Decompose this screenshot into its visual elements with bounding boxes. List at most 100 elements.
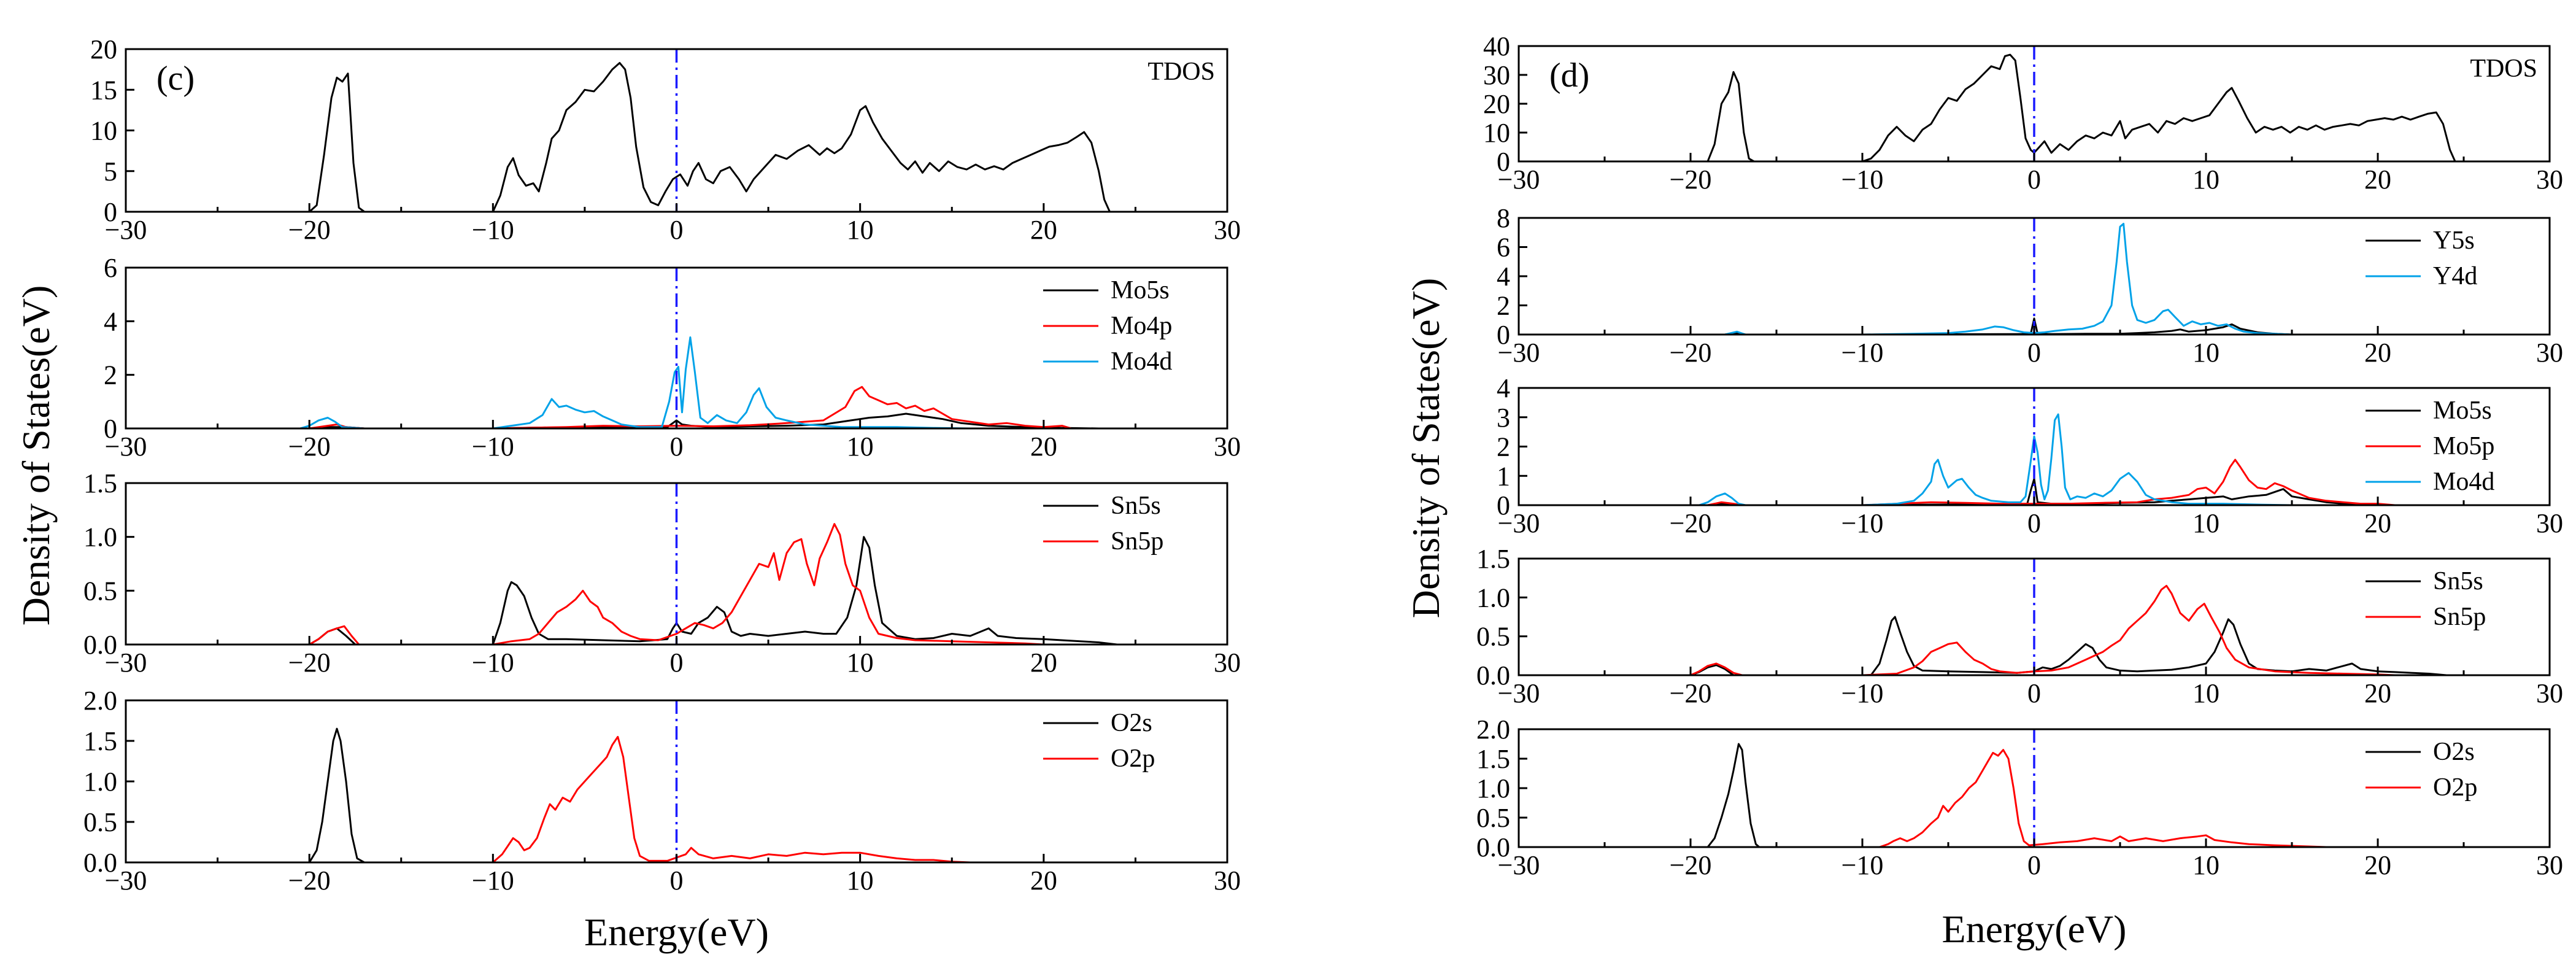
x-tick-label: 30: [1214, 648, 1241, 678]
y-tick-label: 0.0: [83, 848, 117, 878]
x-tick-label: −30: [1498, 508, 1540, 538]
y-tick-label: 0: [104, 414, 117, 444]
x-tick-label: 30: [2536, 850, 2563, 880]
legend-label-o2s: O2s: [1111, 709, 1152, 737]
y-tick-label: 1: [1497, 461, 1510, 491]
y-tick-label: 0.0: [1476, 660, 1510, 691]
y-tick-label: 0.5: [83, 807, 117, 837]
x-tick-label: 10: [847, 432, 874, 462]
y-tick-label: 30: [1483, 60, 1510, 90]
y-tick-label: 0: [1497, 147, 1510, 177]
series-sn5p-line: [1519, 584, 2550, 675]
series-o2p-line: [126, 735, 1227, 862]
y-tick-label: 1.0: [83, 767, 117, 797]
x-axis-title: Energy(eV): [1942, 907, 2127, 951]
y-tick-label: 4: [1497, 373, 1510, 403]
legend-label-mo4d: Mo4d: [2433, 468, 2494, 496]
panel-c-o: 0.0 0.5 1.0 1.5 2.0 −30 −20 −10 0 10 20 30 O2s O2p: [83, 686, 1241, 896]
y-tick-label: 0.5: [83, 576, 117, 606]
x-tick-label: −20: [288, 865, 331, 896]
x-tick-label: 20: [2364, 678, 2391, 708]
x-tick-label: 20: [1030, 215, 1057, 245]
legend-label-o2p: O2p: [2433, 773, 2477, 802]
x-tick-label: 20: [2364, 850, 2391, 880]
x-tick-label: 20: [2364, 508, 2391, 538]
series-tdos-line: [126, 62, 1227, 212]
y-axis-title: Density of States(eV): [14, 285, 58, 626]
x-tick-label: 20: [2364, 165, 2391, 195]
y-tick-label: 4: [1497, 261, 1510, 292]
legend-label-mo5p: Mo5p: [2433, 432, 2494, 460]
x-tick-label: −10: [472, 648, 514, 678]
x-tick-label: −10: [472, 865, 514, 896]
x-tick-label: −30: [1498, 850, 1540, 880]
x-tick-label: 10: [2192, 508, 2219, 538]
legend-label-tdos: TDOS: [1147, 58, 1215, 86]
x-tick-label: 20: [1030, 648, 1057, 678]
legend-label-sn5p: Sn5p: [1111, 527, 1163, 556]
x-tick-label: −20: [1670, 165, 1712, 195]
series-sn5s-line: [1519, 616, 2550, 675]
panel-d-sn: 0.0 0.5 1.0 1.5 −30 −20 −10 0 10 20 30 Sn5s Sn5p: [1476, 544, 2563, 708]
legend-label-o2p: O2p: [1111, 745, 1155, 773]
y-tick-label: 1.5: [1476, 544, 1510, 574]
x-tick-label: −30: [105, 865, 147, 896]
legend-label-mo5s: Mo5s: [1111, 276, 1170, 304]
x-tick-label: −30: [105, 215, 147, 245]
legend-label-sn5s: Sn5s: [2433, 567, 2483, 595]
y-tick-label: 20: [90, 34, 117, 64]
series-mo5s-line: [126, 412, 1227, 428]
legend-label-y4d: Y4d: [2433, 262, 2477, 290]
x-tick-label: 0: [2027, 338, 2041, 368]
x-tick-label: 30: [2536, 338, 2563, 368]
x-tick-label: −20: [1670, 850, 1712, 880]
panel-c-mo: 0 2 4 6 −30 −20 −10 0 10 20 30 Mo5s Mo4p Mo4d: [104, 253, 1241, 462]
x-tick-label: −30: [105, 432, 147, 462]
x-tick-label: 0: [2027, 508, 2041, 538]
y-tick-label: 8: [1497, 203, 1510, 233]
series-sn5s-line: [126, 536, 1227, 645]
y-tick-label: 4: [104, 306, 117, 336]
x-tick-label: 0: [670, 648, 684, 678]
panel-label: (d): [1549, 56, 1589, 95]
y-tick-label: 40: [1483, 31, 1510, 61]
x-tick-label: −30: [1498, 678, 1540, 708]
legend-label-mo5s: Mo5s: [2433, 397, 2492, 425]
y-tick-label: 0.0: [1476, 832, 1510, 862]
x-tick-label: 10: [2192, 678, 2219, 708]
x-tick-label: 10: [847, 648, 874, 678]
x-tick-label: 10: [847, 215, 874, 245]
x-tick-label: 0: [2027, 678, 2041, 708]
x-tick-label: −10: [1841, 508, 1884, 538]
y-tick-label: 20: [1483, 89, 1510, 119]
x-tick-label: 30: [2536, 165, 2563, 195]
y-tick-label: 10: [1483, 118, 1510, 148]
panel-d-o: 0.00.51.01.52.0 −30 −20 −10 0 10 20 30 O2s O2p: [1476, 714, 2563, 880]
y-tick-label: 15: [90, 75, 117, 105]
x-tick-label: −10: [1841, 850, 1884, 880]
y-tick-label: 2.0: [1476, 714, 1510, 745]
y-tick-label: 1.5: [83, 726, 117, 756]
x-tick-label: −10: [1841, 165, 1884, 195]
x-tick-label: 30: [1214, 865, 1241, 896]
x-tick-label: −30: [1498, 165, 1540, 195]
x-tick-label: 10: [2192, 165, 2219, 195]
series-sn5p-line: [126, 523, 1227, 645]
x-tick-label: −20: [288, 215, 331, 245]
y-tick-label: 0: [1497, 320, 1510, 350]
x-tick-label: 10: [2192, 850, 2219, 880]
x-tick-label: 20: [1030, 432, 1057, 462]
x-tick-label: −10: [472, 432, 514, 462]
x-tick-label: 30: [2536, 508, 2563, 538]
series-y4d-line: [1519, 223, 2550, 335]
y-tick-label: 6: [104, 253, 117, 283]
y-tick-label: 1.0: [1476, 773, 1510, 803]
panel-c-sn: 0.0 0.5 1.0 1.5 −30 −20 −10 0 10 20 30 Sn5s Sn5p: [83, 468, 1241, 678]
legend-label-y5s: Y5s: [2433, 227, 2475, 255]
panel-c-tdos: 0 5 10 15 20 −30 −20 −10 0 10 20 30 TDOS (c): [90, 34, 1241, 245]
series-o2p-line: [1519, 749, 2550, 847]
y-tick-label: 3: [1497, 403, 1510, 433]
legend-label-tdos: TDOS: [2470, 55, 2537, 83]
